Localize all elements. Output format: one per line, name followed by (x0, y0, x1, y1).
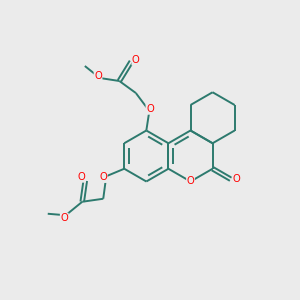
Text: O: O (94, 71, 102, 81)
Text: O: O (146, 104, 154, 114)
Text: O: O (132, 55, 140, 65)
Text: O: O (60, 213, 68, 223)
Text: O: O (232, 174, 240, 184)
Text: O: O (78, 172, 86, 182)
Text: O: O (99, 172, 107, 182)
Text: O: O (187, 176, 194, 187)
